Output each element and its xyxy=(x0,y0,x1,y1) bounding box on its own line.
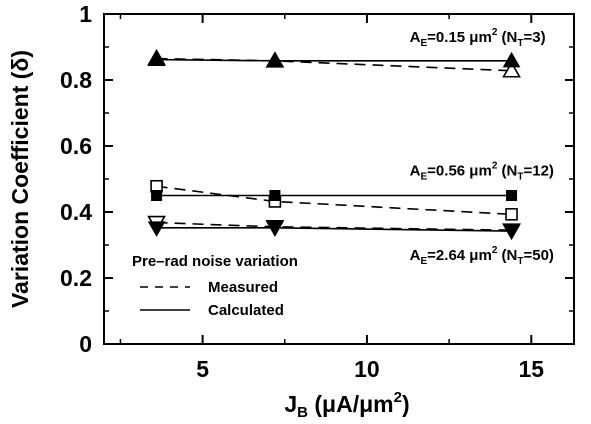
annotation-subscript: E xyxy=(421,172,428,183)
y-tick-label: 1 xyxy=(79,1,92,27)
annotation-subscript: T xyxy=(517,172,523,183)
calculated-point xyxy=(266,51,284,68)
legend-title: Pre–rad noise variation xyxy=(132,253,298,270)
x-tick-label: 15 xyxy=(518,356,544,382)
series-group xyxy=(147,215,521,241)
annotation-text: =50) xyxy=(523,247,553,264)
calculated-point xyxy=(266,221,284,237)
series-group xyxy=(147,48,521,78)
x-axis-label-superscript: 2 xyxy=(394,389,402,406)
series-annotation: AE=0.56 μm2 (NT=12) xyxy=(410,161,554,183)
annotation-text: A xyxy=(410,163,421,180)
annotation-text: A xyxy=(410,247,421,264)
annotation-text: A xyxy=(410,29,421,46)
series-layer xyxy=(147,48,521,241)
calculated-point xyxy=(147,221,166,237)
x-axis-label-text: J xyxy=(284,391,297,417)
x-axis-label-subscript: B xyxy=(297,404,308,421)
legend: Pre–rad noise variation Measured Calculate… xyxy=(132,253,298,319)
series-annotation: AE=0.15 μm2 (NT=3) xyxy=(410,27,546,49)
y-tick-label: 0.4 xyxy=(60,199,92,225)
annotation-text: (N xyxy=(497,163,517,180)
annotation-text: (N xyxy=(497,247,517,264)
measured-point xyxy=(505,208,518,221)
x-axis-label: JB (μA/μm2) xyxy=(284,389,409,421)
measured-line xyxy=(156,185,512,216)
y-axis-label: Variation Coefficient (δ) xyxy=(7,50,33,308)
annotation-superscript: 2 xyxy=(492,161,498,172)
x-axis-label-text: (μA/μm xyxy=(308,391,394,417)
y-tick-label: 0.6 xyxy=(60,133,92,159)
series-group xyxy=(150,179,518,221)
calculated-line xyxy=(156,227,512,232)
calculated-point xyxy=(506,190,518,201)
calculated-point xyxy=(147,50,166,67)
annotation-subscript: T xyxy=(517,38,523,49)
calculated-point xyxy=(151,190,163,201)
y-tick-label: 0 xyxy=(79,331,92,357)
annotation-text: (N xyxy=(497,29,517,46)
x-tick-label: 5 xyxy=(196,356,209,382)
annotation-subscript: T xyxy=(517,256,523,267)
annotation-superscript: 2 xyxy=(492,245,498,256)
axis-ticks: 00.20.40.60.815 10 15 xyxy=(60,1,574,382)
annotation-text: =3) xyxy=(523,29,545,46)
annotations: AE=0.15 μm2 (NT=3)AE=0.56 μm2 (NT=12)AE=… xyxy=(410,27,554,267)
calculated-point xyxy=(502,51,521,68)
measured-point xyxy=(502,61,521,78)
x-tick-label: 10 xyxy=(354,356,380,382)
annotation-subscript: E xyxy=(421,256,428,267)
y-tick-label: 0.2 xyxy=(60,265,92,291)
calculated-point xyxy=(502,224,521,241)
calculated-line xyxy=(156,58,512,62)
annotation-superscript: 2 xyxy=(492,27,498,38)
annotation-text: =0.15 μm xyxy=(427,29,492,46)
annotation-text: =0.56 μm xyxy=(427,163,492,180)
legend-calculated-label: Calculated xyxy=(208,302,284,319)
y-tick-label: 0.8 xyxy=(60,67,92,93)
annotation-text: =12) xyxy=(523,163,553,180)
x-axis-label-text: ) xyxy=(402,391,410,417)
axis-labels: Variation Coefficient (δ) JB (μA/μm2) xyxy=(7,50,410,421)
calculated-point xyxy=(269,190,281,201)
series-annotation: AE=2.64 μm2 (NT=50) xyxy=(410,245,554,267)
annotation-text: =2.64 μm xyxy=(427,247,492,264)
annotation-subscript: E xyxy=(421,38,428,49)
legend-measured-label: Measured xyxy=(208,279,278,296)
